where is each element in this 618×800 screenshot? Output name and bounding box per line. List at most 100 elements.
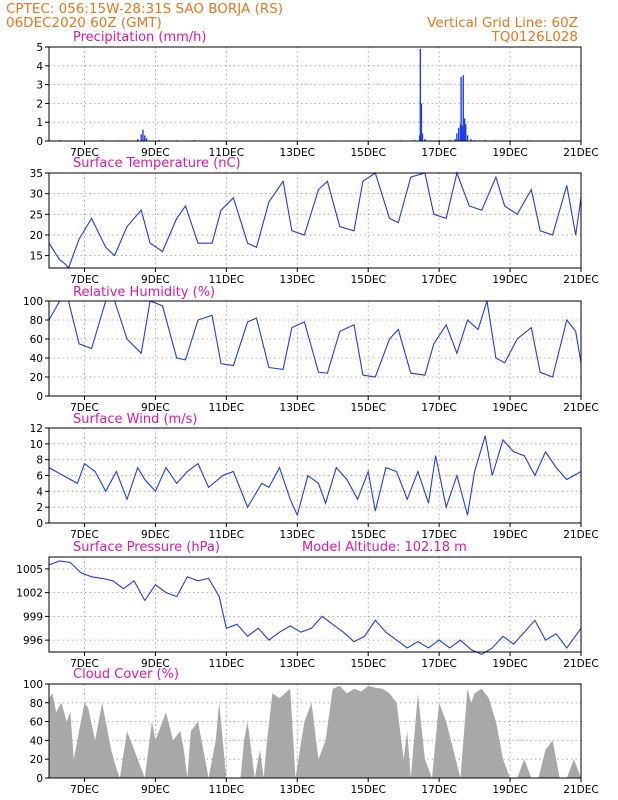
precip-bar [463, 118, 466, 141]
precip-xtick-label: 9DEC [141, 147, 170, 159]
humidity-title: Relative Humidity (%) [73, 285, 215, 300]
precip-xtick-label: 13DEC [280, 147, 315, 159]
pressure-xtick-label: 17DEC [421, 658, 456, 670]
cloud-ytick-label: 100 [23, 679, 43, 691]
temperature-ytick-label: 25 [30, 209, 43, 221]
precip-bar [424, 139, 426, 141]
humidity-xtick-label: 17DEC [421, 402, 456, 414]
temperature-xtick-label: 21DEC [563, 274, 598, 286]
cloud-xtick-label: 21DEC [563, 784, 598, 796]
precip-bar [456, 133, 458, 141]
humidity-xtick-label: 7DEC [70, 402, 99, 414]
humidity-xtick-label: 13DEC [280, 402, 315, 414]
wind-xtick-label: 19DEC [492, 529, 527, 541]
pressure-xtick-label: 21DEC [563, 658, 598, 670]
wind-xtick-label: 17DEC [421, 529, 456, 541]
cloud-ytick-label: 80 [30, 698, 43, 710]
humidity-ytick-label: 0 [36, 391, 43, 403]
wind-ytick-label: 8 [36, 455, 43, 467]
temperature-xtick-label: 15DEC [350, 274, 385, 286]
temperature-ytick-label: 15 [30, 251, 43, 263]
precip-xtick-label: 17DEC [421, 147, 456, 159]
precip-xtick-label: 15DEC [350, 147, 385, 159]
humidity-xtick-label: 9DEC [141, 402, 170, 414]
humidity-ytick-label: 40 [30, 353, 43, 365]
pressure-xtick-label: 13DEC [280, 658, 315, 670]
precip-bar [421, 133, 424, 141]
precip-xtick-label: 19DEC [492, 147, 527, 159]
pressure-xtick-label: 15DEC [350, 658, 385, 670]
precip-bar [140, 134, 142, 141]
wind-xtick-label: 11DEC [209, 529, 244, 541]
model-code-header: TQ0126L028 [490, 29, 578, 45]
pressure-ytick-label: 1005 [16, 564, 43, 576]
station-header: CPTEC: 056:15W-28:31S SAO BORJA (RS) [6, 1, 283, 17]
wind-xtick-label: 21DEC [563, 529, 598, 541]
cloud-ytick-label: 40 [30, 735, 43, 747]
precip-panel: 0 1 2 3 4 5 7DEC 9DEC 11DEC 13DEC 15DEC 17DEC 19DEC 2… [36, 42, 598, 159]
precip-bar [466, 135, 469, 141]
temperature-xtick-label: 19DEC [492, 274, 527, 286]
wind-xtick-label: 9DEC [141, 529, 170, 541]
pressure-xtick-label: 19DEC [492, 658, 527, 670]
pressure-ytick-label: 1002 [16, 588, 43, 600]
pressure-xtick-label: 11DEC [209, 658, 244, 670]
precip-bar [462, 75, 464, 141]
wind-ytick-label: 6 [36, 471, 43, 483]
run-header: 06DEC2020 60Z (GMT) [6, 15, 162, 31]
wind-ytick-label: 12 [30, 423, 43, 435]
temperature-xtick-label: 11DEC [209, 274, 244, 286]
wind-series-line [48, 435, 582, 517]
pressure-xtick-label: 9DEC [141, 658, 170, 670]
grid-note-header: Vertical Grid Line: 60Z [427, 15, 578, 31]
pressure-frame [48, 556, 582, 653]
humidity-ytick-label: 100 [23, 296, 43, 308]
precip-bar [470, 139, 472, 141]
precip-bar [419, 48, 422, 141]
pressure-panel: 996 999 1002 1005 7DEC 9DEC 11DEC 13DEC 15DEC 17D… [16, 556, 599, 670]
humidity-frame [48, 300, 582, 397]
precip-bar [461, 125, 463, 141]
temperature-panel: 15 20 25 30 35 7DEC 9DEC 11DEC 13DEC 15DEC 17DEC 19… [30, 168, 599, 286]
precip-bar [465, 124, 467, 141]
temperature-xtick-label: 17DEC [421, 274, 456, 286]
wind-panel: 0 2 4 6 8 10 12 7DEC 9DEC 11DEC 13DEC 15DEC 17DEC 19D… [30, 423, 599, 541]
humidity-xtick-label: 15DEC [350, 402, 385, 414]
wind-xtick-label: 7DEC [70, 529, 99, 541]
precip-bar [457, 127, 460, 141]
cloud-xtick-label: 19DEC [492, 784, 527, 796]
humidity-panel: 0 20 40 60 80 100 7DEC 9DEC 11DEC 13DEC 15DEC 17DEC… [23, 296, 599, 414]
wind-xtick-label: 13DEC [280, 529, 315, 541]
precip-ytick-label: 2 [36, 98, 43, 110]
precip-ytick-label: 3 [36, 80, 43, 92]
cloud-ytick-label: 60 [30, 717, 43, 729]
wind-ytick-label: 4 [36, 486, 43, 498]
cloud-title: Cloud Cover (%) [73, 667, 179, 682]
pressure-ytick-label: 999 [23, 611, 43, 623]
humidity-series-line [48, 300, 582, 378]
wind-title: Surface Wind (m/s) [73, 412, 197, 427]
temperature-ytick-label: 20 [30, 230, 43, 242]
cloud-ytick-label: 20 [30, 754, 43, 766]
pressure-series-line [48, 560, 582, 656]
precip-bar [144, 135, 146, 141]
temperature-xtick-label: 7DEC [70, 274, 99, 286]
precip-bar [454, 139, 456, 141]
wind-ytick-label: 0 [36, 518, 43, 530]
precip-bar [420, 103, 423, 141]
humidity-xtick-label: 19DEC [492, 402, 527, 414]
pressure-ytick-label: 996 [23, 635, 43, 647]
precip-ytick-label: 1 [36, 117, 43, 129]
cloud-ytick-label: 0 [36, 773, 43, 785]
humidity-xtick-label: 11DEC [209, 402, 244, 414]
precip-bar [142, 129, 144, 141]
humidity-ytick-label: 20 [30, 372, 43, 384]
precip-bar [136, 139, 139, 141]
cloud-cover-area [49, 685, 581, 778]
temperature-series-line [48, 171, 582, 270]
precip-ytick-label: 0 [36, 136, 43, 148]
cloud-xtick-label: 7DEC [70, 784, 99, 796]
precip-ytick-label: 5 [36, 42, 43, 54]
pressure-title: Surface Pressure (hPa) [73, 540, 220, 555]
